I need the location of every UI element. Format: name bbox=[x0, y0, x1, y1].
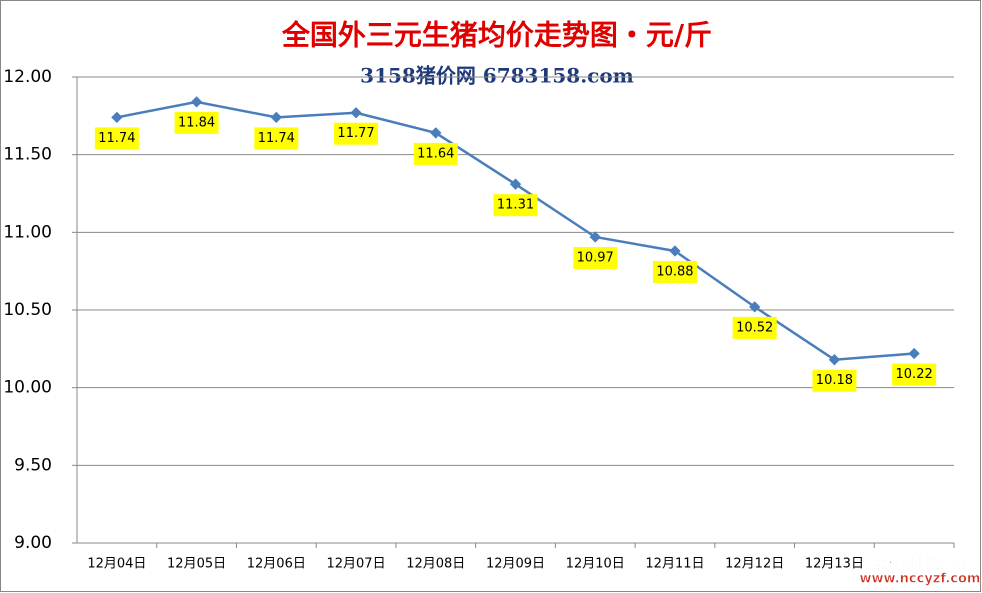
y-tick-label: 10.50 bbox=[3, 300, 52, 320]
marker bbox=[828, 354, 841, 366]
data-label: 10.18 bbox=[816, 373, 853, 388]
marker bbox=[908, 347, 920, 360]
data-label-bg bbox=[812, 369, 857, 392]
data-label-bg bbox=[334, 122, 379, 145]
x-tick-label: 12月07日 bbox=[326, 557, 385, 572]
watermark: 农村创业致富网 bbox=[873, 557, 965, 573]
data-label: 11.84 bbox=[178, 115, 215, 130]
x-tick-label: 12月11日 bbox=[645, 557, 704, 572]
chart-title: 全国外三元生猪均价走势图・元/斤 bbox=[281, 19, 712, 52]
marker bbox=[749, 301, 761, 313]
chart-subtitle: 3158猪价网 6783158.com bbox=[360, 64, 634, 88]
x-tick-label: 12月09日 bbox=[486, 557, 545, 572]
y-tick-label: 11.50 bbox=[3, 145, 52, 165]
data-label: 11.74 bbox=[258, 131, 295, 146]
x-tick-label: 12月10日 bbox=[566, 557, 625, 572]
data-label: 11.31 bbox=[497, 198, 534, 213]
data-label: 11.77 bbox=[337, 126, 374, 141]
data-label-bg bbox=[493, 194, 538, 217]
marker bbox=[430, 127, 442, 139]
data-label-bg bbox=[254, 127, 299, 150]
marker bbox=[589, 231, 601, 243]
marker bbox=[669, 245, 681, 257]
data-label-bg bbox=[94, 127, 139, 150]
y-tick-label: 10.00 bbox=[3, 378, 52, 398]
data-label: 11.74 bbox=[98, 131, 135, 146]
data-label-bg bbox=[413, 142, 458, 165]
data-label-bg bbox=[652, 260, 697, 283]
watermark: www.nccyzf.com bbox=[860, 572, 981, 587]
x-tick-label: 12月06日 bbox=[247, 557, 306, 572]
data-label-bg bbox=[573, 246, 618, 269]
y-tick-label: 12.00 bbox=[3, 67, 52, 87]
data-label: 10.97 bbox=[577, 250, 614, 265]
data-label-bg bbox=[732, 316, 777, 339]
data-label-bg bbox=[892, 363, 937, 386]
x-tick-label: 12月13日 bbox=[805, 557, 864, 572]
x-tick-label: 12月05日 bbox=[167, 557, 226, 572]
data-label: 10.52 bbox=[736, 320, 773, 335]
data-label-bg bbox=[174, 111, 219, 134]
data-label: 10.22 bbox=[896, 367, 933, 382]
x-tick-label: 12月04日 bbox=[87, 557, 146, 572]
y-tick-label: 9.50 bbox=[14, 455, 52, 475]
data-label: 11.64 bbox=[417, 146, 454, 161]
data-label: 10.88 bbox=[656, 264, 693, 279]
x-tick-label: 12月12日 bbox=[725, 557, 784, 572]
x-tick-label: 12月08日 bbox=[406, 557, 465, 572]
marker bbox=[509, 178, 522, 190]
y-tick-label: 9.00 bbox=[14, 533, 52, 553]
y-tick-label: 11.00 bbox=[3, 222, 52, 242]
